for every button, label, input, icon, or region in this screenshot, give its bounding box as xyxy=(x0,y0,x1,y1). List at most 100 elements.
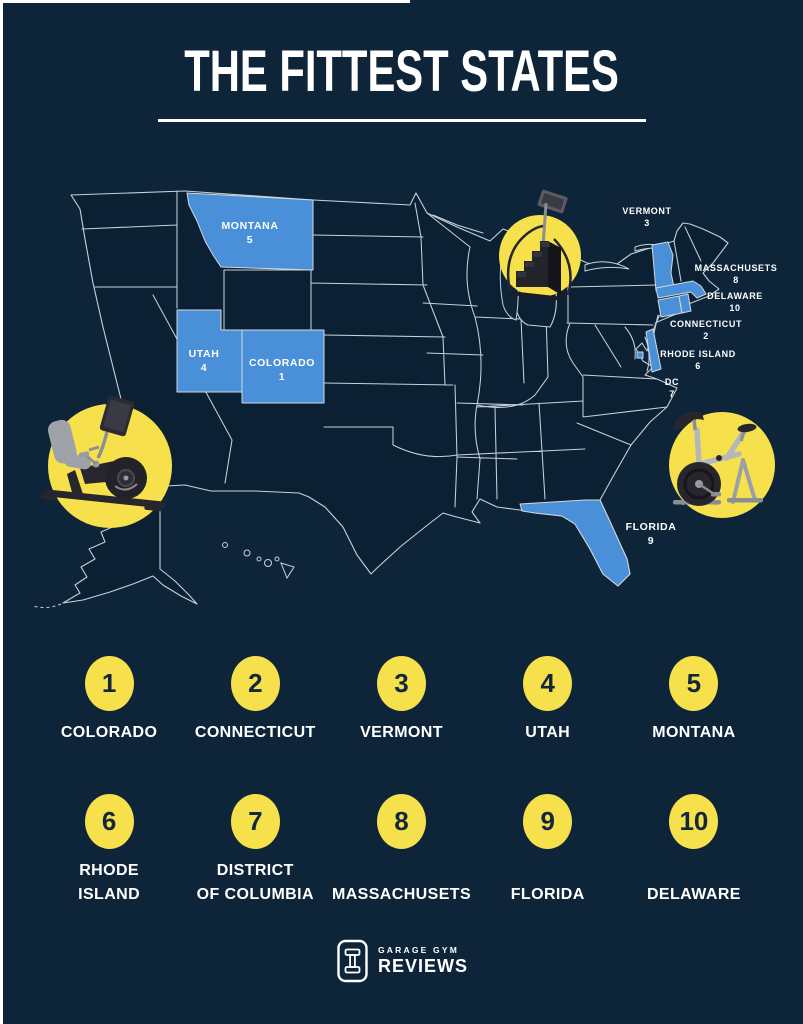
map-label-rhode-island-name: RHODE ISLAND xyxy=(660,348,736,359)
rank-badge-2: 2 xyxy=(230,656,280,711)
map-label-dc-rank: 7 xyxy=(669,389,675,399)
rank-number-2: 2 xyxy=(248,668,263,698)
rank-badge-8: 8 xyxy=(377,794,426,849)
map-label-connecticut-name: CONNECTICUT xyxy=(669,318,743,329)
recumbent-backrest xyxy=(47,419,77,464)
state-colorado xyxy=(241,329,325,404)
rank-label-2: CONNECTICUT xyxy=(195,721,316,745)
climber-console xyxy=(537,189,568,214)
rank-label-5: MONTANA xyxy=(652,721,735,745)
map-label-rhode-island-rank: 6 xyxy=(695,361,701,371)
map-label-colorado-name: COLORADO xyxy=(248,356,316,369)
map-label-utah-rank: 4 xyxy=(200,362,208,374)
brand-name-top: GARAGE GYM xyxy=(377,945,460,955)
rank-item-2: 2 CONNECTICUT xyxy=(182,656,328,745)
map-label-connecticut-rank: 2 xyxy=(703,331,709,341)
map-label-dc-name: DC xyxy=(664,376,680,387)
map-label-vermont: VERMONT 3 xyxy=(622,205,671,229)
rank-number-6: 6 xyxy=(101,806,117,836)
rank-state-7: DISTRICT xyxy=(216,862,294,879)
rank-number-4: 4 xyxy=(540,668,555,698)
recumbent-bike-icon xyxy=(40,395,172,528)
rank-badge-7: 7 xyxy=(230,794,280,849)
map-label-montana: MONTANA 5 xyxy=(221,219,278,247)
map-label-montana-name: MONTANA xyxy=(221,219,279,232)
rank-label-9: FLORIDA xyxy=(511,859,585,907)
rank-number-8: 8 xyxy=(394,806,409,836)
rank-label-6: RHODE ISLAND xyxy=(78,859,140,907)
rank-label-7: DISTRICT OF COLUMBIA xyxy=(197,859,314,907)
map-label-florida-name: FLORIDA xyxy=(625,520,677,533)
rank-label-10: DELAWARE xyxy=(647,859,741,907)
rank-item-10: 10 DELAWARE xyxy=(621,794,767,907)
state-vermont xyxy=(651,241,675,292)
map-label-massachusets-rank: 8 xyxy=(733,275,739,285)
recumbent-console xyxy=(99,395,135,437)
rank-badge-6: 6 xyxy=(84,794,134,849)
rank-badge-3: 3 xyxy=(377,656,426,711)
recumbent-seat xyxy=(64,453,92,470)
brand-name-bottom: REVIEWS xyxy=(377,956,469,976)
rank-badge-4: 4 xyxy=(523,656,573,711)
rank-state-9: FLORIDA xyxy=(510,886,585,903)
ranking-row-2: 6 RHODE ISLAND 7 DISTRICT OF COLUMBIA 8 MA… xyxy=(36,794,767,907)
rank-label-4: UTAH xyxy=(525,721,570,745)
map-label-florida: FLORIDA 9 xyxy=(626,520,677,548)
spin-bike-icon xyxy=(669,412,775,518)
hawaii-islands xyxy=(222,542,295,580)
page-edge-left xyxy=(0,0,3,1024)
state-massachusetts xyxy=(655,280,707,299)
rank-badge-9: 9 xyxy=(523,794,573,849)
rank-badge-1: 1 xyxy=(84,656,134,711)
rank-item-9: 9 FLORIDA xyxy=(475,794,621,907)
ranking-row-1: 1 COLORADO 2 CONNECTICUT 3 VERMONT 4 UTA… xyxy=(36,656,767,745)
brand-logo: GARAGE GYM REVIEWS xyxy=(335,938,468,984)
rank-state-1: COLORADO xyxy=(60,724,158,741)
aleutian-islands xyxy=(32,603,62,609)
map-label-vermont-rank: 3 xyxy=(644,218,650,228)
map-label-massachusets-name: MASSACHUSETS xyxy=(694,262,778,273)
map-label-utah-name: UTAH xyxy=(188,347,220,360)
rank-badge-5: 5 xyxy=(669,656,719,711)
rank-item-8: 8 MASSACHUSETS xyxy=(328,794,474,907)
rank-item-4: 4 UTAH xyxy=(475,656,621,745)
rank-state-6: RHODE xyxy=(79,862,139,879)
rank-number-5: 5 xyxy=(686,668,702,698)
rank-badge-10: 10 xyxy=(669,794,719,849)
map-label-rhode-island: RHODE ISLAND 6 xyxy=(660,348,736,372)
state-connecticut xyxy=(657,295,683,318)
map-label-delaware-name: DELAWARE xyxy=(707,290,763,301)
rank-state-5: MONTANA xyxy=(652,724,736,741)
map-label-utah: UTAH 4 xyxy=(189,347,220,375)
rank-item-1: 1 COLORADO xyxy=(36,656,182,745)
rank-state-2: CONNECTICUT xyxy=(194,724,316,741)
dumbbell-icon xyxy=(336,939,368,983)
rank-number-10: 10 xyxy=(679,806,709,836)
map-label-florida-rank: 9 xyxy=(647,535,655,547)
lake-erie xyxy=(584,261,630,272)
state-montana xyxy=(186,192,314,271)
rank-state-10: DELAWARE xyxy=(646,886,741,903)
state-rhode-island xyxy=(678,293,692,314)
map-label-colorado-rank: 1 xyxy=(278,371,286,383)
stair-climber-icon xyxy=(499,189,581,301)
map-label-dc: DC 7 xyxy=(665,376,679,400)
rank-label-1: COLORADO xyxy=(61,721,158,745)
page-edge-top xyxy=(0,0,410,3)
brand-text: GARAGE GYM REVIEWS xyxy=(378,945,468,977)
title-underline xyxy=(158,119,646,122)
state-delaware xyxy=(645,328,662,373)
map-label-delaware: DELAWARE 10 xyxy=(707,290,763,314)
page-title: THE FITTEST STATES xyxy=(184,39,619,104)
rank-number-9: 9 xyxy=(540,806,555,836)
rank-state-8: MASSACHUSETS xyxy=(331,886,472,903)
rank-label-8: MASSACHUSETS xyxy=(332,859,471,907)
us-map xyxy=(32,190,729,609)
rank-number-1: 1 xyxy=(101,668,117,698)
rank-item-7: 7 DISTRICT OF COLUMBIA xyxy=(182,794,328,907)
rank-item-6: 6 RHODE ISLAND xyxy=(36,794,182,907)
rank-item-3: 3 VERMONT xyxy=(328,656,474,745)
state-florida xyxy=(519,499,631,587)
map-label-massachusets: MASSACHUSETS 8 xyxy=(695,262,778,286)
